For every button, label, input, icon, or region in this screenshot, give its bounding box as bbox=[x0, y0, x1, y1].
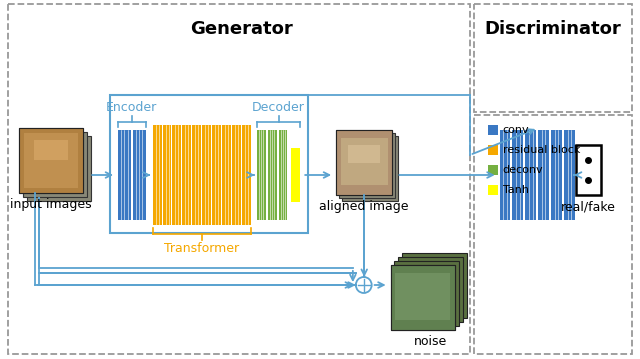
Bar bbox=[222, 125, 231, 225]
Bar bbox=[19, 128, 83, 193]
Text: conv: conv bbox=[502, 125, 529, 135]
Bar bbox=[278, 130, 287, 220]
Bar bbox=[182, 125, 191, 225]
Bar bbox=[8, 4, 470, 354]
Text: deconv: deconv bbox=[502, 165, 543, 175]
Bar bbox=[163, 125, 172, 225]
Bar bbox=[153, 125, 161, 225]
Text: residual block: residual block bbox=[502, 145, 580, 155]
Bar bbox=[172, 125, 181, 225]
Bar bbox=[341, 138, 388, 185]
Bar bbox=[488, 145, 497, 155]
Bar bbox=[390, 265, 455, 330]
Bar bbox=[118, 130, 131, 220]
Bar bbox=[399, 257, 463, 322]
Text: Discriminator: Discriminator bbox=[484, 20, 621, 38]
Bar bbox=[525, 130, 536, 220]
Text: aligned image: aligned image bbox=[319, 200, 409, 213]
Bar bbox=[403, 253, 467, 318]
Bar bbox=[500, 130, 511, 220]
Text: Decoder: Decoder bbox=[252, 101, 305, 114]
Bar bbox=[488, 125, 497, 135]
Bar bbox=[242, 125, 251, 225]
Bar bbox=[488, 185, 497, 195]
Bar bbox=[576, 145, 600, 195]
Bar bbox=[342, 136, 399, 201]
Bar bbox=[396, 273, 450, 320]
Bar bbox=[394, 261, 459, 326]
Bar bbox=[23, 132, 87, 197]
Bar bbox=[538, 130, 549, 220]
Bar bbox=[336, 130, 392, 195]
Bar bbox=[257, 130, 266, 220]
Bar bbox=[232, 125, 241, 225]
Bar bbox=[339, 133, 396, 198]
Bar bbox=[336, 130, 392, 195]
Text: real/fake: real/fake bbox=[561, 200, 616, 213]
Bar bbox=[110, 95, 308, 233]
Bar bbox=[34, 140, 68, 160]
Bar bbox=[488, 165, 497, 175]
Bar bbox=[24, 133, 78, 188]
Bar bbox=[551, 130, 562, 220]
Text: Generator: Generator bbox=[191, 20, 293, 38]
Text: input images: input images bbox=[10, 198, 92, 211]
Text: Transformer: Transformer bbox=[164, 242, 239, 255]
Bar bbox=[212, 125, 221, 225]
Bar bbox=[133, 130, 146, 220]
Bar bbox=[192, 125, 201, 225]
Bar bbox=[564, 130, 575, 220]
Bar bbox=[19, 128, 83, 193]
Bar bbox=[27, 136, 92, 201]
Text: Encoder: Encoder bbox=[106, 101, 157, 114]
Bar bbox=[291, 148, 300, 202]
Bar bbox=[268, 130, 276, 220]
Bar bbox=[390, 265, 455, 330]
Text: noise: noise bbox=[414, 335, 447, 348]
Bar bbox=[513, 130, 524, 220]
Text: Tanh: Tanh bbox=[502, 185, 529, 195]
Bar bbox=[474, 115, 632, 354]
Bar bbox=[474, 4, 632, 112]
Bar bbox=[348, 145, 380, 163]
Bar bbox=[202, 125, 211, 225]
